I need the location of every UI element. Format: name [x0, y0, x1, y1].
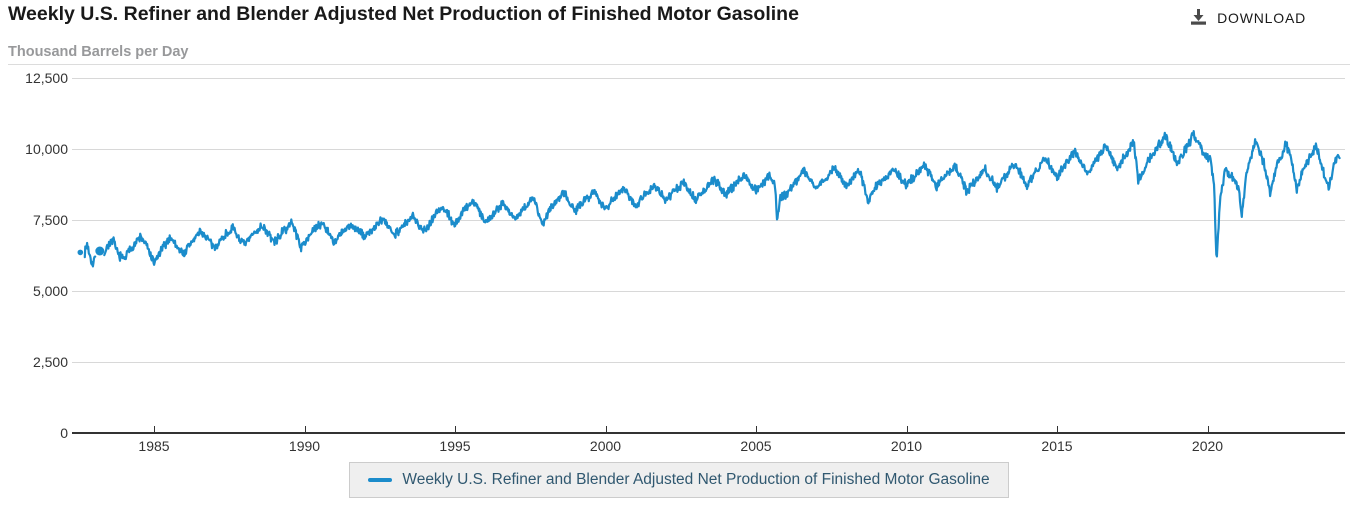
chart-subtitle: Thousand Barrels per Day [8, 44, 189, 60]
legend-item[interactable]: Weekly U.S. Refiner and Blender Adjusted… [349, 462, 1009, 498]
download-label: DOWNLOAD [1217, 9, 1306, 26]
series-line[interactable] [83, 241, 97, 268]
legend-label: Weekly U.S. Refiner and Blender Adjusted… [402, 471, 990, 488]
x-axis-label: 2010 [890, 438, 923, 454]
x-axis-label: 1985 [138, 438, 170, 454]
y-axis-label: 12,500 [25, 69, 68, 86]
x-axis-label: 2000 [589, 438, 622, 454]
x-axis-label: 2015 [1041, 438, 1073, 454]
y-axis-label: 7,500 [32, 211, 68, 228]
chart-title: Weekly U.S. Refiner and Blender Adjusted… [8, 3, 799, 25]
legend-row: Weekly U.S. Refiner and Blender Adjusted… [0, 462, 1358, 498]
y-axis-label: 10,000 [25, 140, 68, 157]
series-plot [8, 64, 1350, 434]
x-axis-label: 2020 [1191, 438, 1224, 454]
download-button[interactable]: DOWNLOAD [1189, 8, 1306, 27]
y-axis-label: 5,000 [32, 282, 68, 299]
legend-line-swatch [368, 478, 393, 482]
y-axis-label: 0 [60, 425, 68, 441]
series-line[interactable] [103, 130, 1341, 266]
x-axis-label: 1995 [439, 438, 471, 454]
series-point-marker[interactable] [95, 246, 105, 256]
download-icon [1191, 9, 1207, 25]
y-axis-label: 2,500 [32, 353, 68, 370]
chart-plot-area[interactable]: 0 2,500 5,000 7,500 10,000 12,500 1985 1990 1995… [0, 0, 1358, 460]
x-axis-label: 2005 [740, 438, 772, 454]
series-point-marker[interactable] [77, 249, 84, 256]
x-axis-label: 1990 [288, 438, 321, 454]
